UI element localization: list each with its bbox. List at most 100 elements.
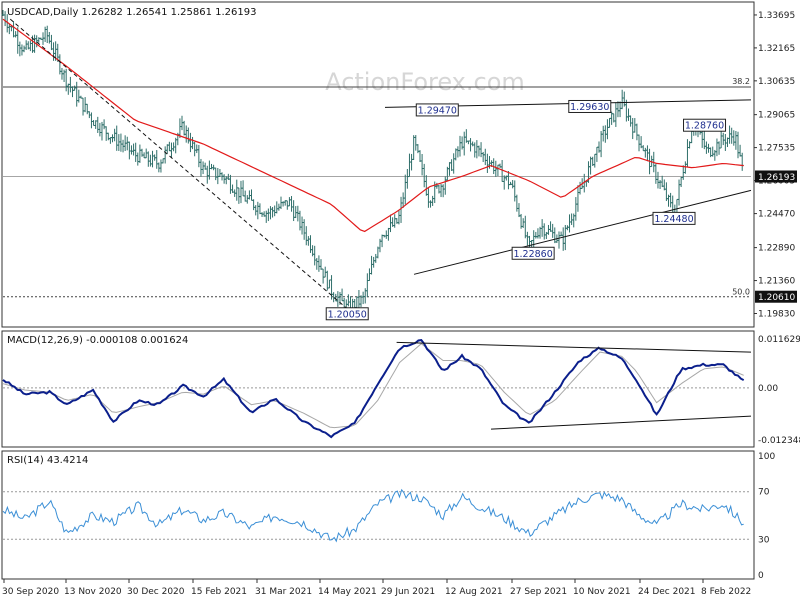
time-tick-label: 24 Dec 2021 <box>638 587 696 597</box>
price-bar <box>450 159 454 171</box>
price-bar <box>525 231 529 246</box>
price-bar <box>639 136 643 149</box>
price-bar <box>740 152 744 171</box>
price-bar <box>405 169 409 189</box>
price-bar <box>89 112 93 129</box>
price-bar <box>43 26 47 42</box>
price-bar <box>414 135 418 151</box>
trendlines <box>9 18 752 310</box>
price-bar <box>365 273 369 298</box>
price-bar <box>321 268 325 284</box>
price-bar <box>601 125 605 142</box>
price-bar <box>441 184 445 198</box>
price-bar <box>151 150 155 168</box>
price-bar <box>81 97 85 116</box>
level-box <box>755 290 797 303</box>
price-bar <box>631 117 635 140</box>
macd-trendline <box>490 415 752 430</box>
price-bar <box>738 144 742 157</box>
price-bar <box>108 137 112 144</box>
price-bar <box>426 187 430 208</box>
price-bar <box>536 228 540 239</box>
price-bar <box>304 226 308 246</box>
price-bar <box>313 245 317 266</box>
rsi-title: RSI(14) 43.4214 <box>7 455 88 466</box>
price-tick-label: 1.21360 <box>758 277 795 287</box>
price-bar <box>570 213 574 225</box>
price-bar <box>654 163 658 184</box>
price-bar <box>302 219 306 240</box>
price-bar <box>77 89 81 103</box>
price-bar <box>111 134 115 143</box>
price-bar <box>157 162 161 173</box>
price-bar <box>12 21 16 38</box>
price-bar <box>252 199 256 211</box>
price-bar <box>18 41 22 57</box>
level-label: 1.20610 <box>758 293 795 303</box>
price-bar <box>711 146 715 157</box>
price-bar <box>361 291 365 305</box>
rsi-tick-label: 30 <box>758 535 770 545</box>
price-title: USDCAD,Daily 1.26282 1.26541 1.25861 1.2… <box>7 7 257 18</box>
price-bar <box>521 218 525 228</box>
price-bar <box>557 231 561 249</box>
price-bar <box>155 150 159 169</box>
trendline <box>413 189 752 275</box>
price-bar <box>614 102 618 127</box>
price-bar <box>163 146 167 164</box>
price-tick-label: 1.33695 <box>758 11 795 21</box>
price-bar <box>188 132 192 153</box>
price-bar <box>469 138 473 152</box>
price-bar <box>146 151 150 167</box>
rsi-panel <box>1 450 755 580</box>
price-bar <box>125 136 129 151</box>
price-bar <box>271 207 275 218</box>
price-bar <box>214 167 218 181</box>
price-bar <box>658 180 662 190</box>
price-bar <box>660 175 664 188</box>
price-bar <box>719 130 723 149</box>
axes: 1.336951.321651.306351.290651.275351.260… <box>2 11 800 597</box>
price-bar <box>315 257 319 270</box>
macd-tick-label: 0.011629 <box>758 335 800 345</box>
time-tick-label: 31 Mar 2021 <box>255 587 312 597</box>
price-bar <box>685 139 689 167</box>
price-annotations: 1.29470 1.29630 1.28760 1.24480 1.22860 1.200… <box>325 99 727 321</box>
price-bar <box>258 203 262 215</box>
price-bar <box>386 227 390 241</box>
price-bar <box>608 117 612 128</box>
price-bar <box>589 156 593 175</box>
svg-text:1.29470: 1.29470 <box>418 105 457 116</box>
last-price-label: 1.26193 <box>758 173 795 183</box>
price-tick-label: 1.22890 <box>758 244 795 254</box>
ma-line <box>2 18 744 233</box>
price-bar <box>308 235 312 253</box>
price-bar <box>477 145 481 157</box>
price-bar <box>119 133 123 152</box>
time-tick-label: 12 Aug 2021 <box>445 587 503 597</box>
price-bar <box>92 120 96 126</box>
price-bar <box>730 127 734 144</box>
price-label: 1.28760 <box>683 118 727 132</box>
price-bar <box>340 288 344 302</box>
price-bar <box>443 176 447 195</box>
price-bar <box>412 135 416 160</box>
price-bar <box>228 174 232 194</box>
price-bar <box>273 205 277 217</box>
price-bar <box>679 176 683 188</box>
time-tick-label: 14 May 2021 <box>318 587 377 597</box>
price-bar <box>513 180 517 202</box>
price-bar <box>403 174 407 205</box>
macd-tick-label: -0.012348 <box>758 436 800 446</box>
time-tick-label: 29 Jun 2021 <box>381 587 435 597</box>
time-tick-label: 27 Sep 2021 <box>510 587 567 597</box>
price-bar <box>734 130 738 150</box>
fib-38-label: 38.2 <box>732 77 750 86</box>
price-bar <box>64 68 68 92</box>
price-bar <box>574 197 578 221</box>
price-bar <box>292 200 296 222</box>
price-bar <box>540 219 544 237</box>
svg-text:1.28760: 1.28760 <box>685 121 724 132</box>
price-bar <box>431 195 435 206</box>
